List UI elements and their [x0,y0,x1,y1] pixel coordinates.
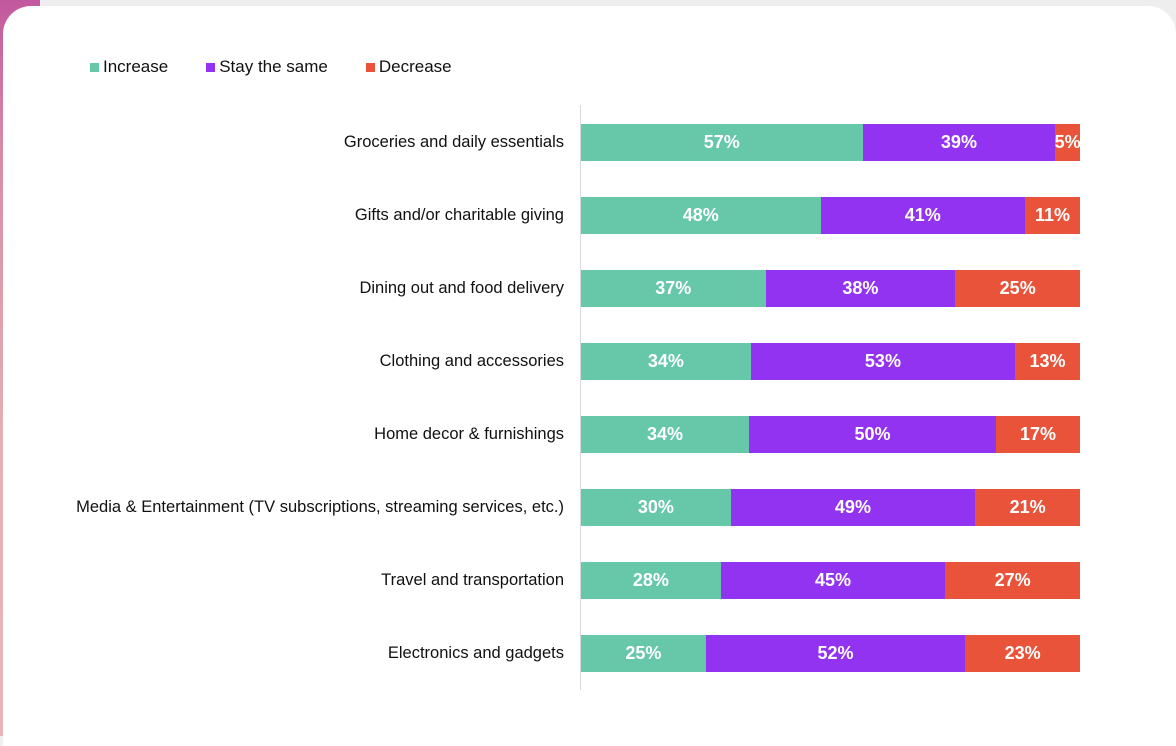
bar-segment-stay-the-same: 49% [730,489,976,526]
data-label: 28% [632,570,669,590]
bar-segment-decrease: 25% [955,270,1081,307]
bar-segment-decrease: 23% [965,635,1080,672]
legend-item-stay-the-same: Stay the same [206,57,328,77]
legend-item-decrease: Decrease [365,57,452,77]
legend-swatch-increase [90,62,99,72]
data-label: 17% [1019,424,1057,444]
bar-segment-increase: 28% [581,562,721,599]
bar-segment-decrease: 11% [1025,197,1080,234]
bar-segment-stay-the-same: 52% [705,635,966,672]
category-label: Home decor & furnishings [374,425,564,443]
category-label: Clothing and accessories [379,352,564,370]
data-label: 41% [904,205,941,225]
data-label: 50% [854,424,891,444]
bar-segment-decrease: 17% [996,416,1080,453]
legend-label-stay-the-same: Stay the same [219,57,328,76]
bar-segment-stay-the-same: 50% [749,416,996,453]
category-label: Groceries and daily essentials [343,133,564,151]
bar-segment-decrease: 5% [1055,124,1080,161]
data-label: 13% [1029,351,1066,371]
bar-segment-stay-the-same: 53% [750,343,1016,380]
data-label: 27% [994,570,1031,590]
data-label: 34% [647,351,684,371]
bar-segment-decrease: 21% [975,489,1080,526]
legend-swatch-decrease [365,62,375,72]
bar-segment-increase: 34% [581,416,749,453]
data-label: 25% [625,643,662,663]
data-label: 45% [814,570,851,590]
legend-item-increase: Increase [90,57,168,77]
data-label: 52% [817,643,854,663]
legend: Increase Stay the same Decrease [90,57,490,77]
bar-segment-increase: 34% [581,343,751,380]
bar-segment-decrease: 13% [1015,343,1080,380]
category-label: Gifts and/or charitable giving [354,206,564,224]
bar-segment-increase: 30% [581,489,731,526]
bar-segment-stay-the-same: 38% [765,270,956,307]
data-label: 25% [999,278,1036,298]
data-label: 5% [1055,132,1080,152]
legend-swatch-stay-the-same [206,62,216,72]
bar-segment-increase: 57% [581,124,863,161]
bar-segment-stay-the-same: 41% [820,197,1026,234]
legend-label-increase: Increase [103,57,169,76]
data-label: 57% [703,132,740,152]
category-label: Media & Entertainment (TV subscriptions,… [76,498,564,516]
data-label: 39% [940,132,977,152]
bar-segment-decrease: 27% [945,562,1080,599]
bar-segment-increase: 37% [581,270,766,307]
data-label: 34% [646,424,684,444]
data-label: 53% [864,351,901,371]
data-label: 48% [682,205,719,225]
data-label: 30% [637,497,674,517]
category-label: Dining out and food delivery [359,279,564,297]
legend-label-decrease: Decrease [378,57,452,76]
category-axis-line [580,105,581,690]
data-label: 37% [655,278,692,298]
bar-segment-stay-the-same: 45% [720,562,946,599]
data-label: 23% [1004,643,1041,663]
data-label: 38% [842,278,879,298]
bar-segment-stay-the-same: 39% [862,124,1056,161]
data-label: 21% [1009,497,1046,517]
bar-segment-increase: 25% [581,635,706,672]
category-label: Electronics and gadgets [387,644,564,662]
bar-segment-increase: 48% [581,197,821,234]
data-label: 11% [1035,205,1071,225]
category-label: Travel and transportation [381,571,564,589]
data-label: 49% [834,497,871,517]
